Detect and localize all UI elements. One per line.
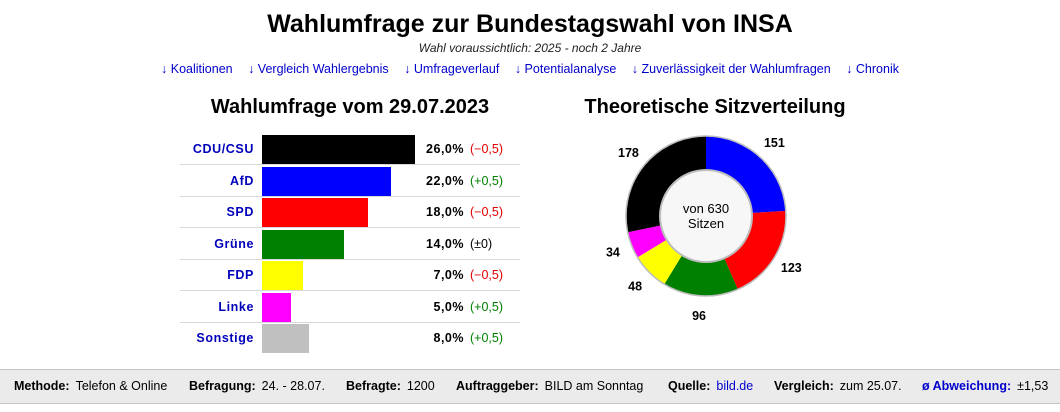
bar-row-linke: Linke 5,0% (+0,5): [180, 292, 520, 323]
deviation-label-link[interactable]: ø Abweichung:: [922, 379, 1012, 393]
party-link-afd[interactable]: AfD: [229, 173, 254, 188]
donut-slice-fdp: [637, 239, 683, 285]
sample-label: Befragte:: [346, 379, 401, 393]
bar-linke: [262, 292, 292, 322]
nav-link-potentialanalyse[interactable]: ↓ Potentialanalyse: [514, 62, 617, 76]
poll-heading: Wahlumfrage vom 29.07.2023: [210, 96, 490, 118]
bar-row-fdp: FDP 7,0% (−0,5): [180, 260, 520, 291]
bar-sonstige: [262, 324, 310, 353]
footer-sample: Befragte: 1200: [346, 370, 435, 403]
party-link-sonstige[interactable]: Sonstige: [196, 331, 254, 345]
donut-slice-spd: [724, 210, 786, 290]
change-label-spd: (−0,5): [470, 205, 504, 219]
source-link[interactable]: bild.de: [716, 379, 754, 393]
footer-deviation: ø Abweichung: ±1,53: [922, 370, 1048, 403]
change-label-linke: (+0,5): [470, 299, 504, 314]
seat-count-label-afd: 151: [764, 136, 785, 150]
footer-compare: Vergleich: zum 25.07.: [774, 370, 902, 403]
donut-slice-linke: [627, 225, 667, 258]
source-label: Quelle:: [668, 379, 711, 393]
percentage-label-sonstige: 8,0%: [433, 331, 464, 345]
section-nav: ↓ Koalitionen ↓ Vergleich Wahlergebnis ↓…: [0, 61, 1060, 77]
client-label: Auftraggeber:: [456, 379, 539, 393]
nav-link-koalitionen[interactable]: ↓ Koalitionen: [161, 62, 233, 76]
party-link-cdu-csu[interactable]: CDU/CSU: [192, 142, 254, 156]
bar-row-spd: SPD 18,0% (−0,5): [180, 197, 520, 228]
change-label-gr-ne: (±0): [470, 236, 493, 251]
footer-period: Befragung: 24. - 28.07.: [189, 370, 325, 403]
party-link-fdp[interactable]: FDP: [227, 268, 254, 282]
donut-center: [659, 169, 753, 263]
percentage-label-fdp: 7,0%: [433, 268, 464, 282]
party-link-spd[interactable]: SPD: [226, 205, 254, 219]
poll-info-footer: Methode: Telefon & Online Befragung: 24. -…: [0, 369, 1060, 404]
bar-afd: [262, 166, 392, 196]
method-label: Methode:: [14, 379, 70, 393]
bar-row-sonstige: Sonstige 8,0% (+0,5): [180, 323, 520, 354]
donut-center-label-1: von 630: [683, 201, 729, 216]
nav-link-chronik[interactable]: ↓ Chronik: [846, 62, 899, 76]
seat-count-label-gr-ne: 96: [692, 309, 706, 323]
donut-outer-ring: [625, 135, 787, 297]
deviation-value: ±1,53: [1017, 379, 1049, 393]
donut-slice-cdu-csu: [626, 136, 706, 233]
donut-slice-afd: [706, 136, 786, 214]
bar-row-afd: AfD 22,0% (+0,5): [180, 166, 520, 197]
seat-count-label-linke: 34: [606, 246, 620, 260]
bar-fdp: [262, 261, 304, 290]
percentage-label-gr-ne: 14,0%: [426, 236, 464, 251]
footer-client: Auftraggeber: BILD am Sonntag: [456, 370, 643, 403]
percentage-label-cdu-csu: 26,0%: [426, 142, 464, 156]
client-value: BILD am Sonntag: [544, 379, 644, 393]
percentage-label-afd: 22,0%: [426, 173, 464, 188]
seat-count-label-cdu-csu: 178: [618, 146, 639, 160]
change-label-fdp: (−0,5): [470, 268, 504, 282]
seat-count-label-fdp: 48: [628, 280, 642, 294]
nav-link-zuverlaessigkeit[interactable]: ↓ Zuverlässigkeit der Wahlumfragen: [631, 62, 831, 76]
donut-center-label-2: Sitzen: [688, 216, 724, 231]
change-label-cdu-csu: (−0,5): [470, 142, 504, 156]
page-title: Wahlumfrage zur Bundestagswahl von INSA: [267, 10, 793, 38]
party-link-gr-ne[interactable]: Grüne: [214, 236, 254, 251]
bar-spd: [262, 198, 368, 227]
donut-slice-gr-ne: [664, 255, 738, 296]
bar-cdu-csu: [262, 135, 415, 164]
change-label-sonstige: (+0,5): [470, 331, 504, 345]
percentage-label-linke: 5,0%: [433, 299, 464, 314]
bar-gr-ne: [262, 229, 345, 259]
method-value: Telefon & Online: [75, 379, 168, 393]
period-label: Befragung:: [189, 379, 256, 393]
nav-link-umfrageverlauf[interactable]: ↓ Umfrageverlauf: [404, 62, 500, 76]
period-value: 24. - 28.07.: [261, 379, 325, 393]
sample-value: 1200: [406, 379, 435, 393]
bar-row-gr-ne: Grüne 14,0% (±0): [180, 229, 520, 260]
seat-distribution-heading: Theoretische Sitzverteilung: [584, 96, 846, 118]
party-link-linke[interactable]: Linke: [218, 299, 254, 314]
seat-count-label-spd: 123: [781, 261, 802, 275]
footer-method: Methode: Telefon & Online: [14, 370, 167, 403]
percentage-label-spd: 18,0%: [426, 205, 464, 219]
compare-value: zum 25.07.: [839, 379, 902, 393]
bar-row-cdu-csu: CDU/CSU 26,0% (−0,5): [180, 134, 520, 165]
election-date-subtitle: Wahl voraussichtlich: 2025 - noch 2 Jahr…: [418, 41, 642, 55]
change-label-afd: (+0,5): [470, 173, 504, 188]
nav-link-vergleich-wahlergebnis[interactable]: ↓ Vergleich Wahlergebnis: [248, 62, 389, 76]
footer-source: Quelle: bild.de: [668, 370, 753, 403]
compare-label: Vergleich:: [774, 379, 834, 393]
